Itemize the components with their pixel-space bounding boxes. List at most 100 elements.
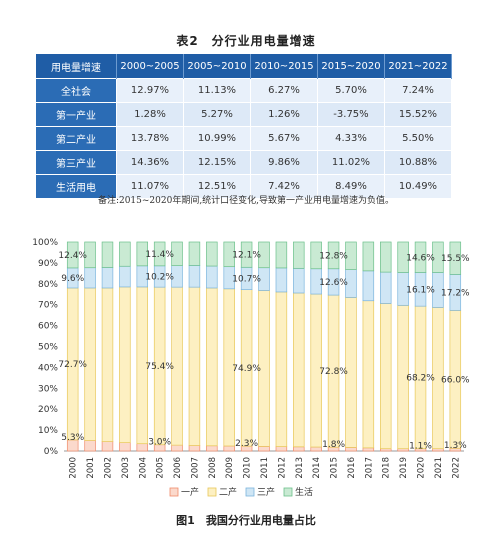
bar-segment — [414, 241, 427, 273]
bar-segment — [223, 445, 235, 452]
x-tick-label: 2012 — [277, 457, 287, 479]
data-label: 3.0% — [148, 438, 171, 448]
legend-swatch — [207, 487, 217, 497]
table-cell: 8.49% — [317, 174, 385, 198]
data-label: 1.8% — [322, 440, 345, 450]
legend-label: 生活 — [295, 486, 313, 498]
data-label: 75.4% — [145, 362, 174, 372]
table-cell: 5.50% — [384, 126, 452, 151]
table-row: 第一产业 1.28% 5.27% 1.26% -3.75% 15.52% — [36, 102, 452, 127]
table-row: 生活用电 11.07% 12.51% 7.42% 8.49% 10.49% — [36, 174, 452, 198]
x-tick-label: 2005 — [156, 457, 166, 479]
legend-swatch — [283, 487, 293, 497]
data-label: 10.7% — [232, 274, 261, 284]
header-cell: 2015~2020 — [317, 54, 385, 79]
x-tick-label: 2001 — [86, 457, 96, 479]
bar-segment — [223, 241, 235, 268]
bar-segment — [66, 241, 79, 269]
x-tick-label: 2017 — [364, 457, 374, 479]
bar-segment — [240, 241, 253, 268]
y-tick-label: 80% — [38, 280, 58, 290]
bar-segment — [206, 445, 218, 452]
bar-segment — [136, 241, 149, 267]
data-label: 72.7% — [58, 360, 87, 370]
x-tick-label: 2006 — [173, 457, 183, 479]
header-cell: 2021~2022 — [384, 54, 452, 79]
table-cell: 11.13% — [183, 78, 251, 103]
data-label: 12.6% — [319, 278, 348, 288]
data-label: 2.3% — [235, 439, 258, 449]
x-tick-label: 2009 — [225, 457, 235, 479]
bar-segment — [432, 241, 444, 273]
bar-segment — [84, 241, 96, 269]
bar-segment — [84, 440, 96, 452]
x-tick-label: 2002 — [103, 457, 113, 479]
bar-segment — [101, 241, 114, 268]
y-tick-label: 100% — [32, 238, 58, 248]
bar-segment — [293, 267, 305, 294]
x-tick-label: 2014 — [312, 457, 322, 479]
bar-segment — [275, 267, 288, 293]
bar-segment — [293, 241, 305, 269]
bar-segment — [345, 241, 357, 270]
data-label: 74.9% — [232, 364, 261, 374]
x-tick-label: 2013 — [295, 457, 305, 479]
header-cell: 2005~2010 — [183, 54, 251, 79]
table-cell: 15.52% — [384, 102, 452, 127]
bar-segment — [275, 446, 288, 452]
table-note: 备注:2015~2020年期间,统计口径变化,导致第一产业用电量增速为负值。 — [97, 196, 395, 206]
data-label: 16.1% — [406, 285, 435, 295]
y-tick-label: 20% — [38, 405, 58, 415]
bar-segment — [379, 271, 392, 304]
bar-segment — [119, 442, 131, 452]
bar-segment — [84, 267, 96, 289]
table-cell: 10.49% — [384, 174, 452, 198]
bar-segment — [206, 287, 218, 447]
legend-swatch — [245, 487, 255, 497]
data-label: 68.2% — [406, 373, 435, 383]
table-cell: 12.51% — [183, 174, 251, 198]
legend-label: 一产 — [181, 486, 199, 498]
table-cell: 10.99% — [183, 126, 251, 151]
table-cell: 11.02% — [317, 150, 385, 175]
table-cell: 9.86% — [250, 150, 318, 175]
y-tick-label: 10% — [38, 426, 58, 436]
data-label: 1.1% — [409, 442, 432, 452]
bar-segment — [362, 300, 375, 449]
y-tick-label: 70% — [38, 301, 58, 311]
table-header-row: 用电量增速 2000~2005 2005~2010 2010~2015 2015… — [36, 54, 452, 79]
x-tick-label: 2008 — [208, 457, 218, 479]
table-cell: 13.78% — [116, 126, 184, 151]
data-label: 15.5% — [441, 254, 470, 264]
x-tick-label: 2019 — [399, 457, 409, 479]
bar-segment — [362, 447, 375, 452]
data-label: 72.8% — [319, 367, 348, 377]
table-cell: 12.15% — [183, 150, 251, 175]
data-label: 12.8% — [319, 251, 348, 261]
table-cell: 10.88% — [384, 150, 452, 175]
header-cell: 2010~2015 — [250, 54, 318, 79]
x-tick-label: 2007 — [190, 457, 200, 479]
bar-segment — [310, 241, 322, 270]
header-cell: 2000~2005 — [116, 54, 184, 79]
row-label: 第二产业 — [36, 126, 117, 151]
growth-table: 用电量增速 2000~2005 2005~2010 2010~2015 2015… — [36, 54, 452, 198]
bar-segment — [101, 441, 114, 452]
table-cell: 5.70% — [317, 78, 385, 103]
bar-segment — [119, 241, 131, 267]
data-label: 11.4% — [145, 250, 174, 260]
data-label: 10.2% — [145, 272, 174, 282]
table-cell: 4.33% — [317, 126, 385, 151]
bar-segment — [275, 291, 288, 447]
table-cell: 11.07% — [116, 174, 184, 198]
data-label: 9.6% — [61, 274, 84, 284]
table-cell: 1.26% — [250, 102, 318, 127]
bar-segment — [101, 267, 114, 289]
x-tick-label: 2021 — [434, 457, 444, 479]
data-label: 14.6% — [406, 253, 435, 263]
legend-label: 二产 — [219, 486, 237, 498]
legend-swatch — [169, 487, 179, 497]
bar-segment — [310, 446, 322, 452]
table-cell: 5.27% — [183, 102, 251, 127]
table-cell: 7.24% — [384, 78, 452, 103]
